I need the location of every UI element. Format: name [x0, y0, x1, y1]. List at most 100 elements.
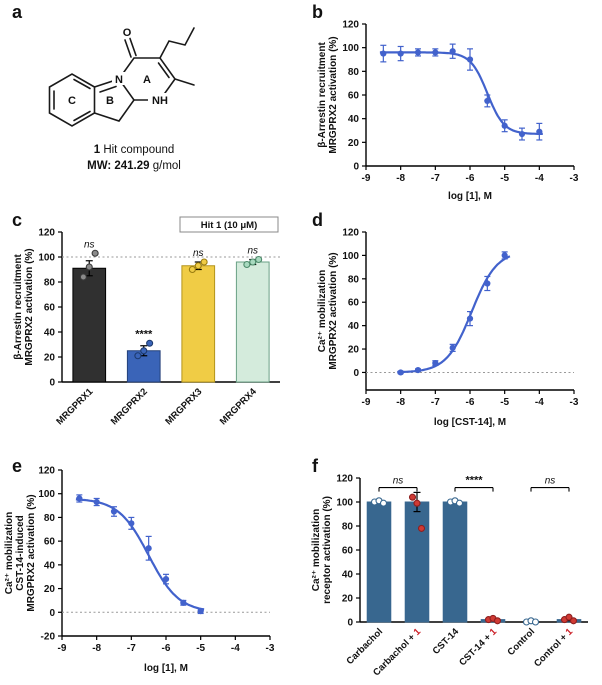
svg-text:log [1], M: log [1], M: [144, 663, 188, 674]
nitrogen-atom-label: N: [115, 74, 123, 86]
svg-text:MRGPRX2 activation (%): MRGPRX2 activation (%): [328, 36, 339, 153]
svg-text:-6: -6: [162, 643, 171, 654]
panel-letter-c: c: [12, 210, 23, 230]
svg-text:MRGPRX1: MRGPRX1: [54, 386, 96, 428]
svg-text:-9: -9: [362, 397, 371, 408]
svg-text:Ca²⁺ mobilization: Ca²⁺ mobilization: [317, 270, 328, 353]
svg-text:120: 120: [38, 466, 55, 477]
svg-text:-4: -4: [535, 173, 544, 184]
svg-text:0: 0: [353, 162, 359, 173]
panel-c: c 0 20 40 60 80 100 120 β-Arrestin recruitment M…: [0, 208, 300, 454]
svg-text:-4: -4: [231, 643, 240, 654]
svg-text:0: 0: [347, 618, 353, 629]
svg-text:CST-14: CST-14: [431, 626, 462, 657]
svg-text:Control: Control: [505, 626, 537, 658]
svg-text:120: 120: [342, 228, 359, 239]
svg-text:-3: -3: [266, 643, 275, 654]
svg-text:120: 120: [342, 20, 359, 31]
svg-text:-8: -8: [396, 397, 405, 408]
ring-c-label: C: [68, 95, 76, 107]
oxygen-atom-label: O: [123, 27, 132, 39]
svg-text:-9: -9: [58, 643, 67, 654]
svg-text:120: 120: [336, 474, 353, 485]
compound-name-line: 1 Hit compound: [8, 142, 260, 158]
panel-letter-a: a: [12, 2, 23, 22]
atom-mask: [112, 72, 126, 85]
panel-e: e -20 0 20 40 60 80 100 120 Ca²⁺ mobilization CST…: [0, 454, 300, 685]
svg-text:Ca²⁺ mobilization: Ca²⁺ mobilization: [311, 509, 322, 592]
svg-text:100: 100: [342, 43, 359, 54]
svg-text:0: 0: [49, 608, 55, 619]
svg-text:****: ****: [135, 328, 153, 340]
svg-text:100: 100: [38, 253, 55, 264]
compound-caption: 1 Hit compound MW: 241.29 g/mol: [8, 142, 260, 174]
svg-text:-6: -6: [466, 173, 475, 184]
svg-text:ns: ns: [545, 476, 556, 487]
svg-text:100: 100: [38, 489, 55, 500]
compound-mw-line: MW: 241.29 g/mol: [8, 158, 260, 174]
cst14-dose-response-chart: 0 20 40 60 80 100 120 Ca²⁺ mobilization MRGPRX2 …: [317, 228, 579, 429]
svg-text:β-Arrestin recruitment: β-Arrestin recruitment: [317, 42, 328, 148]
svg-text:CST-14-induced: CST-14-induced: [15, 515, 26, 591]
svg-text:β-Arrestin recruitment: β-Arrestin recruitment: [13, 254, 24, 360]
svg-text:40: 40: [348, 114, 360, 125]
svg-text:MRGPRX2 activation (%): MRGPRX2 activation (%): [328, 252, 339, 369]
svg-text:MRGPRX2: MRGPRX2: [109, 386, 150, 427]
svg-text:MRGPRX2 activation (%): MRGPRX2 activation (%): [24, 248, 35, 365]
svg-text:-5: -5: [500, 173, 509, 184]
svg-text:-9: -9: [362, 173, 371, 184]
arrestin-dose-response-chart: 0 20 40 60 80 100 120 β-Arrestin recruitment MRG…: [317, 20, 579, 203]
panel-letter-d: d: [312, 210, 323, 230]
svg-text:0: 0: [49, 378, 55, 389]
svg-text:MRGPRX3: MRGPRX3: [163, 386, 204, 427]
svg-text:20: 20: [44, 584, 56, 595]
svg-text:60: 60: [342, 546, 354, 557]
svg-text:80: 80: [44, 513, 56, 524]
svg-text:-5: -5: [500, 397, 509, 408]
svg-text:ns: ns: [393, 476, 404, 487]
svg-text:-20: -20: [41, 632, 56, 643]
panel-b: b 0 20 40 60 80 100 120 β-Arrestin recruitment M…: [300, 0, 602, 208]
svg-text:ns: ns: [84, 239, 95, 250]
svg-text:20: 20: [348, 138, 360, 149]
svg-text:-8: -8: [396, 173, 405, 184]
compound-structure: N NH O A B C: [48, 27, 195, 127]
svg-text:-3: -3: [570, 173, 579, 184]
nh-atom-label: NH: [152, 95, 168, 107]
mw-value: MW: 241.29: [87, 160, 150, 173]
ring-a-label: A: [143, 74, 151, 86]
svg-text:log [CST-14], M: log [CST-14], M: [434, 417, 506, 428]
svg-text:-7: -7: [431, 173, 440, 184]
compound-number: 1: [93, 144, 101, 156]
svg-text:80: 80: [44, 278, 56, 289]
panel-letter-b: b: [312, 2, 323, 22]
svg-text:60: 60: [44, 303, 56, 314]
svg-text:Hit 1 (10 μM): Hit 1 (10 μM): [201, 220, 258, 231]
panel-letter-e: e: [12, 456, 23, 476]
mw-units: g/mol: [149, 160, 181, 173]
svg-text:40: 40: [44, 560, 56, 571]
panel-a: a N NH O A B C: [0, 0, 300, 208]
svg-text:-3: -3: [570, 397, 579, 408]
ring-b-label: B: [106, 95, 114, 107]
panel-f: f 0 20 40 60 80 100 120 Ca²⁺ mobilization recept…: [300, 454, 602, 685]
svg-text:100: 100: [342, 251, 359, 262]
svg-text:80: 80: [342, 522, 354, 533]
svg-text:Ca²⁺ mobilization: Ca²⁺ mobilization: [4, 512, 15, 595]
svg-text:receptor activation (%): receptor activation (%): [322, 496, 333, 604]
svg-text:40: 40: [348, 321, 360, 332]
svg-text:80: 80: [348, 274, 360, 285]
svg-text:Carbachol: Carbachol: [344, 626, 385, 667]
svg-text:MRGPRX2 activation (%): MRGPRX2 activation (%): [26, 494, 37, 611]
svg-text:CST-14 + 1: CST-14 + 1: [457, 626, 499, 668]
svg-text:20: 20: [348, 345, 360, 356]
svg-text:-7: -7: [431, 397, 440, 408]
svg-text:60: 60: [348, 298, 360, 309]
svg-text:60: 60: [44, 537, 56, 548]
svg-text:60: 60: [348, 91, 360, 102]
svg-text:Control + 1: Control + 1: [532, 626, 576, 670]
svg-text:0: 0: [353, 368, 359, 379]
atom-mask: [148, 93, 172, 107]
